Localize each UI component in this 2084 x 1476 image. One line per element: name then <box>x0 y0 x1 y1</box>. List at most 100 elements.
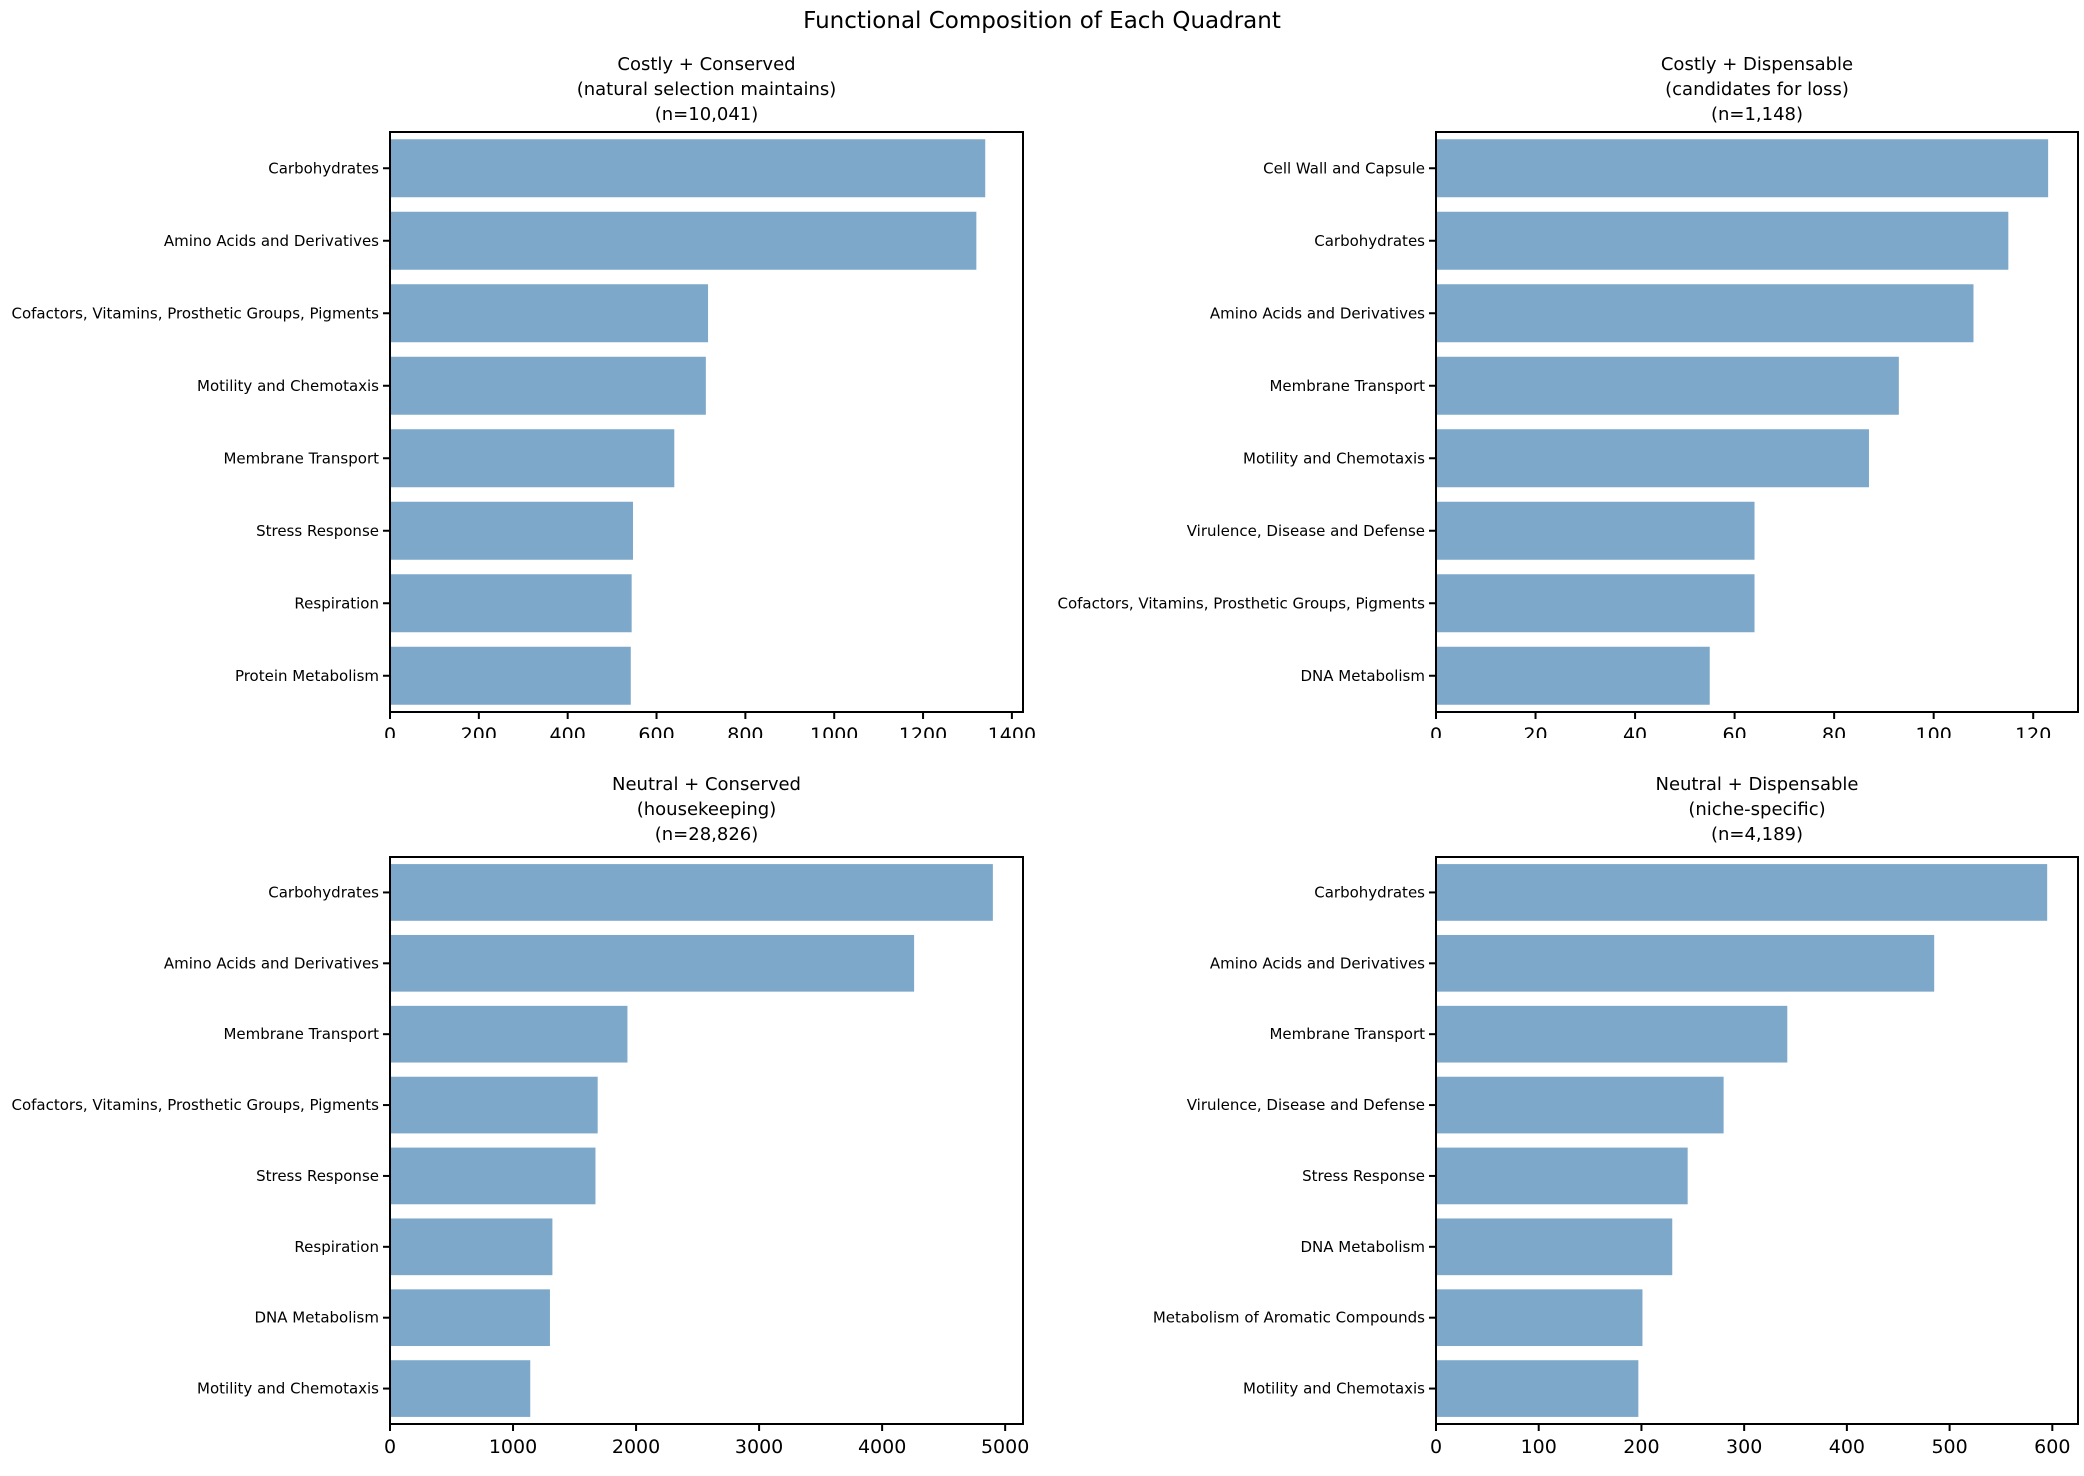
x-tick-label: 0 <box>1430 724 1442 738</box>
y-tick-label: DNA Metabolism <box>254 1309 379 1327</box>
x-tick-label: 5000 <box>981 1436 1029 1458</box>
y-tick-label: Amino Acids and Derivatives <box>164 232 379 250</box>
bar <box>390 1289 550 1347</box>
chart-title-line: Costly + Conserved <box>617 54 796 75</box>
chart-title-line: Costly + Dispensable <box>1660 54 1854 75</box>
bar <box>1436 1147 1688 1205</box>
plot-border <box>1435 856 2079 1425</box>
chart-title-line: (niche-specific) <box>1688 799 1826 820</box>
chart-title-line: Neutral + Conserved <box>612 774 801 795</box>
x-tick-label: 80 <box>1822 724 1846 738</box>
x-tick-label: 3000 <box>735 1436 783 1458</box>
x-tick-label: 0 <box>1430 1436 1442 1458</box>
y-tick-label: Virulence, Disease and Defense <box>1187 522 1425 540</box>
x-tick-label: 0 <box>384 1436 396 1458</box>
bar <box>1436 1360 1639 1417</box>
x-tick-label: 600 <box>2034 1436 2070 1458</box>
chart-title-line: (housekeeping) <box>636 799 777 820</box>
bar <box>1436 864 2048 921</box>
bar <box>390 501 633 560</box>
bar <box>1436 211 2009 270</box>
bar <box>390 356 706 415</box>
chart-title-line: Neutral + Dispensable <box>1655 774 1859 795</box>
x-tick-label: 60 <box>1723 724 1747 738</box>
chart-title-costly-dispensable: Costly + Dispensable (candidates for los… <box>1436 52 2078 127</box>
x-tick-label: 800 <box>727 724 763 738</box>
x-tick-label: 1000 <box>489 1436 537 1458</box>
bar <box>1436 284 1974 343</box>
bar-chart-neutral-dispensable: Carbohydrates Amino Acids and Derivatives… <box>1153 856 2079 1458</box>
chart-title-costly-conserved: Costly + Conserved (natural selection ma… <box>390 52 1023 127</box>
bar <box>390 211 977 270</box>
y-tick-label: Metabolism of Aromatic Compounds <box>1153 1309 1425 1327</box>
bar-chart-neutral-conserved: Carbohydrates Amino Acids and Derivatives… <box>11 856 1029 1458</box>
x-tick-label: 120 <box>2015 724 2051 738</box>
bar-chart-costly-conserved: Carbohydrates Amino Acids and Derivatives… <box>11 131 1036 738</box>
x-tick-label: 100 <box>1916 724 1952 738</box>
chart-title-neutral-dispensable: Neutral + Dispensable (niche-specific) (… <box>1436 772 2078 847</box>
bar <box>390 139 986 198</box>
y-tick-label: Respiration <box>294 1238 379 1256</box>
bar <box>390 1360 531 1417</box>
x-tick-label: 400 <box>550 724 586 738</box>
bar <box>390 574 632 633</box>
y-tick-label: Stress Response <box>1302 1167 1425 1185</box>
bar <box>1436 1289 1643 1347</box>
y-tick-label: Cofactors, Vitamins, Prosthetic Groups, … <box>1057 594 1425 612</box>
y-tick-label: Carbohydrates <box>268 159 379 177</box>
y-tick-label: Respiration <box>294 594 379 612</box>
chart-title-line: (natural selection maintains) <box>576 79 837 100</box>
chart-title-line: (candidates for loss) <box>1665 79 1849 100</box>
x-tick-label: 100 <box>1521 1436 1557 1458</box>
x-tick-label: 1000 <box>810 724 858 738</box>
y-tick-label: Protein Metabolism <box>235 667 379 685</box>
x-tick-label: 600 <box>638 724 674 738</box>
bar <box>390 1147 596 1205</box>
y-tick-label: Membrane Transport <box>1269 377 1425 395</box>
y-tick-label: Amino Acids and Derivatives <box>164 954 379 972</box>
bar <box>390 864 993 921</box>
chart-sample-size: (n=28,826) <box>654 824 759 845</box>
y-tick-label: Cell Wall and Capsule <box>1263 159 1425 177</box>
bar <box>390 429 675 488</box>
y-tick-label: Motility and Chemotaxis <box>1243 1380 1425 1398</box>
plot-border <box>389 131 1024 713</box>
x-tick-label: 20 <box>1523 724 1547 738</box>
bar <box>1436 429 1869 488</box>
bar <box>390 1005 628 1063</box>
x-tick-label: 0 <box>384 724 396 738</box>
bar <box>1436 501 1755 560</box>
bar <box>1436 646 1710 705</box>
y-tick-label: Membrane Transport <box>223 449 379 467</box>
figure-title: Functional Composition of Each Quadrant <box>803 8 1281 34</box>
bar <box>390 284 709 343</box>
y-tick-label: Virulence, Disease and Defense <box>1187 1096 1425 1114</box>
y-tick-label: Cofactors, Vitamins, Prosthetic Groups, … <box>11 1096 379 1114</box>
y-tick-label: DNA Metabolism <box>1300 1238 1425 1256</box>
y-tick-label: Motility and Chemotaxis <box>1243 449 1425 467</box>
y-tick-label: Carbohydrates <box>268 883 379 901</box>
y-tick-label: Carbohydrates <box>1314 232 1425 250</box>
plot-border <box>1435 131 2079 713</box>
x-tick-label: 200 <box>461 724 497 738</box>
y-tick-label: Cofactors, Vitamins, Prosthetic Groups, … <box>11 304 379 322</box>
bar-chart-costly-dispensable: Cell Wall and Capsule Carbohydrates Amino … <box>1057 131 2079 738</box>
x-tick-label: 400 <box>1829 1436 1865 1458</box>
bar <box>1436 139 2049 198</box>
x-tick-label: 2000 <box>612 1436 660 1458</box>
y-tick-label: Motility and Chemotaxis <box>197 377 379 395</box>
y-tick-label: Membrane Transport <box>223 1025 379 1043</box>
x-tick-label: 4000 <box>858 1436 906 1458</box>
y-tick-label: Amino Acids and Derivatives <box>1210 304 1425 322</box>
x-tick-label: 500 <box>1931 1436 1967 1458</box>
bar <box>390 934 915 992</box>
y-tick-label: Amino Acids and Derivatives <box>1210 954 1425 972</box>
x-tick-label: 1200 <box>899 724 947 738</box>
y-tick-label: Stress Response <box>256 522 379 540</box>
chart-sample-size: (n=1,148) <box>1710 104 1804 125</box>
x-tick-label: 300 <box>1726 1436 1762 1458</box>
chart-sample-size: (n=4,189) <box>1710 824 1804 845</box>
x-tick-label: 200 <box>1623 1436 1659 1458</box>
bar <box>1436 1005 1788 1063</box>
